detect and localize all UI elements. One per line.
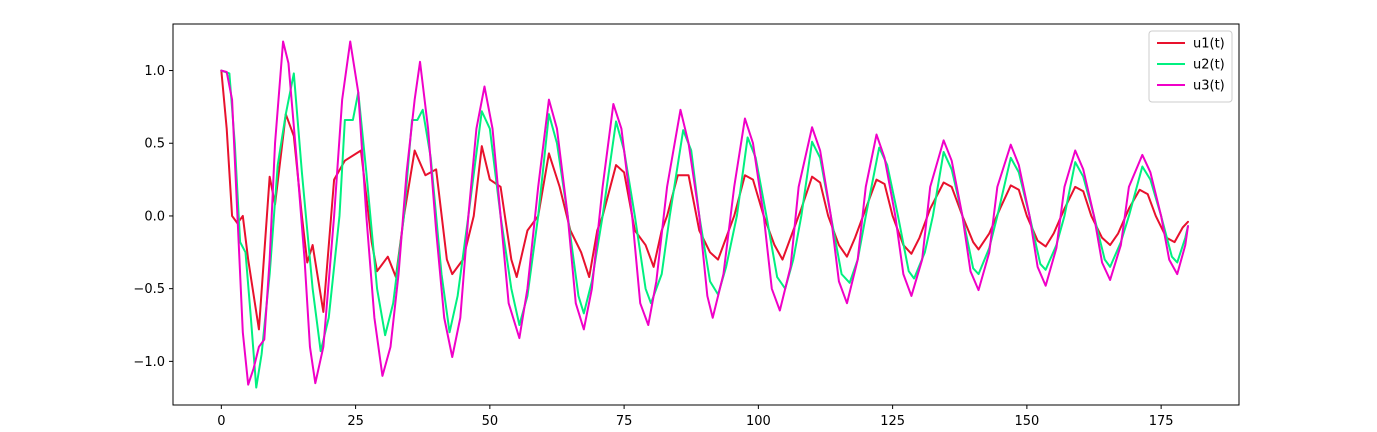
y-tick-label: −1.0: [133, 355, 165, 370]
y-tick-label: 0.0: [144, 209, 165, 224]
legend-label-2: u2(t): [1193, 58, 1225, 73]
y-tick-label: 1.0: [144, 64, 165, 79]
x-tick-label: 175: [1149, 414, 1174, 429]
x-tick-label: 100: [746, 414, 771, 429]
y-axis: −1.0 −0.5 0.0 0.5 1.0: [133, 64, 173, 370]
x-axis: 0 25 50 75 100 125 150 175: [217, 405, 1174, 429]
legend-label-3: u3(t): [1193, 79, 1225, 94]
plot-lines: [220, 40, 1189, 389]
x-tick-label: 25: [347, 414, 364, 429]
series-line-3: [220, 40, 1189, 386]
x-tick-label: 50: [482, 414, 499, 429]
y-tick-label: 0.5: [144, 137, 165, 152]
x-tick-label: 125: [880, 414, 905, 429]
x-tick-label: 0: [217, 414, 225, 429]
axes-frame: [172, 23, 1240, 406]
y-tick-label: −0.5: [133, 282, 165, 297]
x-tick-label: 75: [616, 414, 633, 429]
legend-label-1: u1(t): [1193, 37, 1225, 52]
x-tick-label: 150: [1014, 414, 1039, 429]
legend: u1(t) u2(t) u3(t): [1148, 30, 1233, 103]
